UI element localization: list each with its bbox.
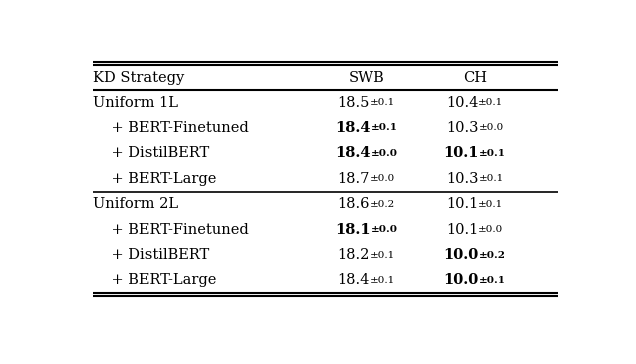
Text: ±0.0: ±0.0 (478, 123, 504, 132)
Text: 10.1: 10.1 (446, 197, 478, 211)
Text: 18.4: 18.4 (335, 146, 371, 161)
Text: 18.6: 18.6 (337, 197, 370, 211)
Text: 18.2: 18.2 (338, 248, 370, 262)
Text: 10.1: 10.1 (446, 223, 478, 237)
Text: ±0.1: ±0.1 (370, 98, 395, 107)
Text: ±0.1: ±0.1 (370, 276, 395, 285)
Text: ±0.1: ±0.1 (478, 174, 504, 183)
Text: 18.1: 18.1 (335, 223, 371, 237)
Text: ±0.1: ±0.1 (478, 200, 504, 209)
Text: 18.5: 18.5 (338, 96, 370, 110)
Text: + BERT-Large: + BERT-Large (93, 273, 217, 288)
Text: ±0.2: ±0.2 (370, 200, 395, 209)
Text: SWB: SWB (349, 71, 384, 84)
Text: Uniform 1L: Uniform 1L (93, 96, 179, 110)
Text: Uniform 2L: Uniform 2L (93, 197, 179, 211)
Text: ±0.1: ±0.1 (478, 98, 504, 107)
Text: ±0.0: ±0.0 (478, 225, 504, 234)
Text: ±0.0: ±0.0 (371, 225, 398, 234)
Text: + BERT-Finetuned: + BERT-Finetuned (93, 121, 249, 135)
Text: + DistilBERT: + DistilBERT (93, 146, 210, 161)
Text: + BERT-Finetuned: + BERT-Finetuned (93, 223, 249, 237)
Text: ±0.1: ±0.1 (370, 250, 395, 260)
Text: 18.4: 18.4 (335, 121, 371, 135)
Text: ±0.1: ±0.1 (371, 123, 398, 132)
Text: CH: CH (463, 71, 487, 84)
Text: 18.4: 18.4 (338, 273, 370, 288)
Text: 10.0: 10.0 (444, 273, 479, 288)
Text: ±0.1: ±0.1 (479, 276, 506, 285)
Text: 10.0: 10.0 (444, 248, 479, 262)
Text: ±0.0: ±0.0 (371, 149, 398, 158)
Text: 18.7: 18.7 (338, 172, 370, 186)
Text: 10.3: 10.3 (446, 121, 478, 135)
Text: ±0.2: ±0.2 (479, 250, 506, 260)
Text: + BERT-Large: + BERT-Large (93, 172, 217, 186)
Text: ±0.0: ±0.0 (370, 174, 395, 183)
Text: 10.3: 10.3 (446, 172, 478, 186)
Text: 10.1: 10.1 (443, 146, 479, 161)
Text: KD Strategy: KD Strategy (93, 71, 184, 84)
Text: + DistilBERT: + DistilBERT (93, 248, 210, 262)
Text: ±0.1: ±0.1 (479, 149, 506, 158)
Text: 10.4: 10.4 (446, 96, 478, 110)
